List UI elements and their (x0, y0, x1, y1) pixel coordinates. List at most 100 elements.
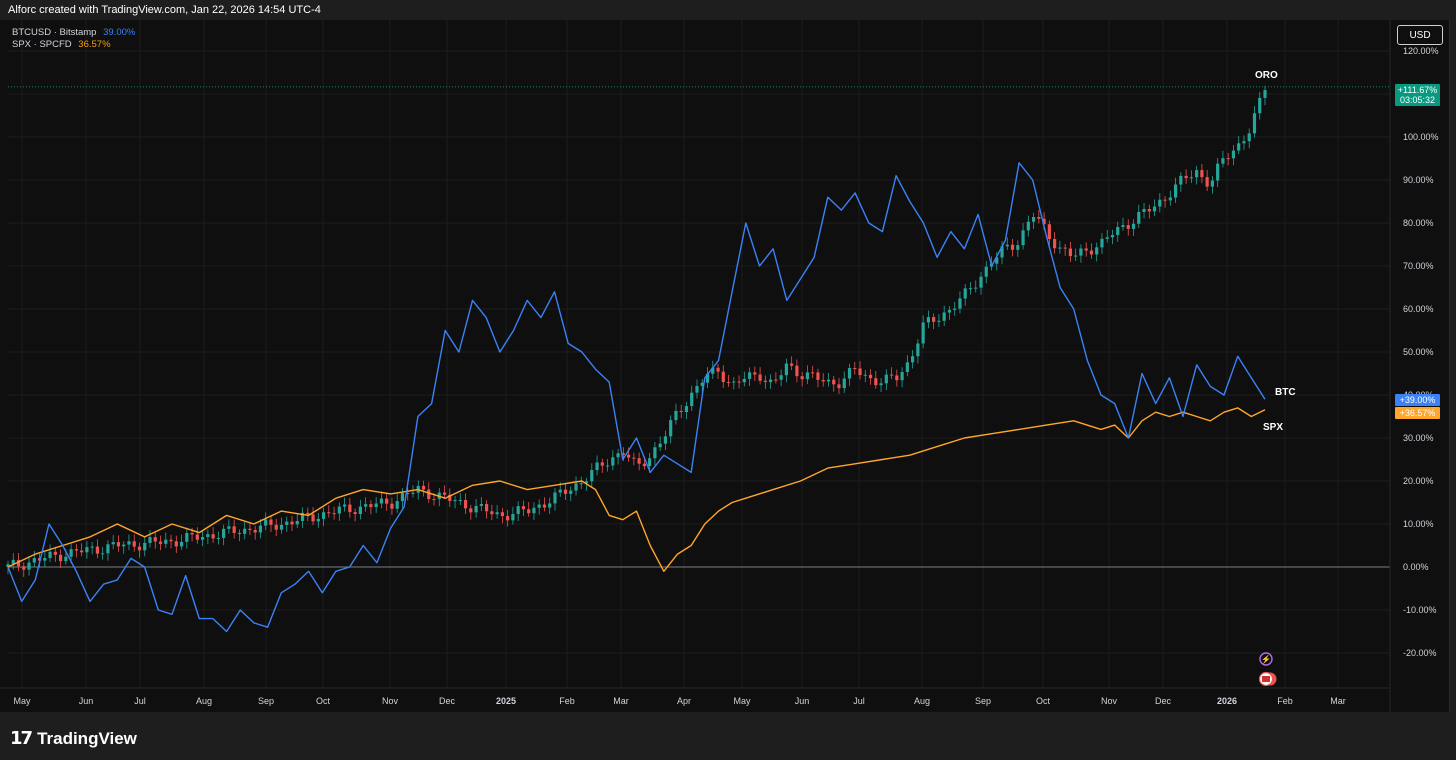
oro-candle (958, 298, 962, 309)
oro-candle (1105, 237, 1109, 239)
spx-series-label: SPX (1263, 422, 1283, 433)
oro-candle (895, 375, 899, 381)
chart-area[interactable] (0, 20, 1450, 712)
legend-spx[interactable]: SPX · SPCFD 36.57% (12, 39, 135, 51)
oro-candle (1242, 141, 1246, 144)
oro-candle (111, 542, 115, 545)
oro-candle (1026, 221, 1030, 231)
oro-candle (511, 514, 515, 521)
oro-candle (1142, 209, 1146, 213)
oro-candle (264, 519, 268, 526)
oro-candle (1100, 238, 1104, 248)
btc-price-badge (1395, 394, 1440, 406)
oro-candle (37, 558, 42, 561)
oro-candle (258, 525, 263, 533)
y-tick-label: 10.00% (1403, 519, 1434, 529)
y-tick-label: 80.00% (1403, 218, 1434, 228)
oro-candle (753, 372, 757, 375)
oro-candle (211, 534, 215, 539)
oro-candle (490, 511, 494, 515)
x-tick-label: Dec (439, 696, 456, 706)
oro-candle (343, 504, 347, 507)
oro-candle (469, 508, 473, 513)
currency-button[interactable]: USD (1397, 25, 1443, 45)
oro-candle (274, 524, 278, 530)
oro-candle (500, 512, 504, 517)
oro-candle (358, 506, 362, 515)
legend-btc-value: 39.00% (103, 27, 136, 38)
oro-candle (605, 465, 610, 467)
x-tick-label: 2025 (496, 696, 516, 706)
oro-candle (763, 380, 767, 383)
y-tick-label: 30.00% (1403, 433, 1434, 443)
oro-candle (884, 374, 888, 384)
oro-candle (216, 537, 220, 539)
oro-candle (774, 379, 778, 381)
oro-candle (1068, 248, 1073, 257)
x-tick-label: Feb (1277, 696, 1293, 706)
oro-candle (1189, 177, 1193, 179)
oro-candle (984, 266, 988, 277)
price-chart[interactable]: 120.00%110.00%100.00%90.00%80.00%70.00%6… (0, 20, 1449, 712)
oro-candle (1095, 247, 1099, 255)
oro-candle (143, 542, 147, 551)
y-tick-label: 100.00% (1403, 132, 1439, 142)
oro-candle (1053, 238, 1057, 249)
oro-candle (584, 481, 589, 484)
oro-candle (195, 534, 199, 540)
x-tick-label: Feb (559, 696, 575, 706)
oro-candle (679, 410, 683, 413)
oro-candle (411, 492, 415, 494)
oro-candle (690, 392, 694, 407)
oro-candle (795, 365, 799, 377)
oro-candle (1152, 206, 1157, 212)
oro-candle (1210, 180, 1215, 187)
oro-candle (1089, 250, 1094, 255)
oro-candle (190, 532, 194, 535)
legend-btc[interactable]: BTCUSD · Bitstamp 39.00% (12, 27, 135, 39)
oro-candle (600, 462, 604, 466)
x-tick-label: Nov (382, 696, 399, 706)
oro-candle (1010, 244, 1015, 250)
oro-candle (1131, 223, 1136, 229)
oro-candle (311, 514, 315, 522)
oro-candle (868, 374, 873, 379)
oro-candle (390, 503, 394, 509)
oro-price-badge-text: +111.67% (1398, 85, 1437, 95)
oro-candle (716, 367, 720, 372)
oro-candle (1084, 248, 1088, 251)
tradingview-logo[interactable]: 17 TradingView (10, 728, 137, 749)
oro-candle (784, 363, 788, 376)
oro-candle (658, 443, 662, 448)
oro-candle (579, 483, 583, 485)
oro-candle (122, 544, 126, 547)
y-tick-label: 60.00% (1403, 304, 1434, 314)
oro-candle (6, 564, 10, 567)
oro-candle (879, 383, 883, 386)
oro-candle (1231, 150, 1236, 159)
oro-candle (206, 534, 210, 537)
oro-candle (269, 519, 273, 525)
oro-candle (158, 541, 163, 544)
x-tick-label: Mar (613, 696, 629, 706)
oro-candle (95, 546, 100, 554)
x-tick-label: Oct (1036, 696, 1051, 706)
oro-candle (921, 322, 925, 344)
oro-price-badge-text: 03:05:32 (1400, 95, 1435, 105)
oro-candle (1237, 143, 1241, 151)
oro-candle (16, 559, 21, 567)
oro-candle (1200, 170, 1204, 178)
oro-candle (1021, 230, 1025, 246)
oro-candle (695, 385, 699, 393)
oro-candle (164, 539, 168, 544)
oro-candle (616, 453, 620, 458)
oro-candle (1121, 225, 1125, 228)
oro-candle (200, 536, 205, 540)
oro-candle (69, 549, 73, 557)
oro-candle (295, 520, 299, 525)
x-tick-label: 2026 (1217, 696, 1237, 706)
oro-candle (232, 526, 236, 533)
oro-candle (22, 566, 26, 570)
oro-candle (364, 504, 368, 507)
oro-candle (332, 513, 336, 515)
